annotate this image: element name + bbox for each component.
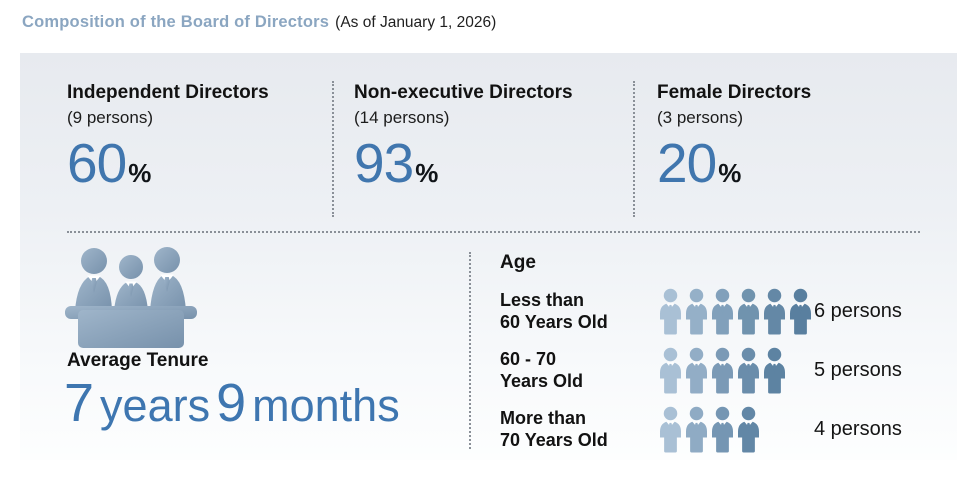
persons-count-label: 6 persons bbox=[814, 300, 902, 322]
person-icons-group bbox=[658, 288, 814, 336]
average-tenure-label: Average Tenure bbox=[67, 350, 209, 371]
age-row-under-60: Less than 60 Years Old 6 persons bbox=[500, 282, 939, 341]
stats-panel: Independent Directors (9 persons) 60% No… bbox=[20, 53, 957, 460]
stat-value: 60% bbox=[67, 136, 332, 191]
person-icon bbox=[712, 288, 733, 334]
stat-percent-number: 20 bbox=[657, 132, 717, 194]
title-text: Composition of the Board of Directors bbox=[22, 13, 330, 31]
percent-sign: % bbox=[128, 158, 152, 188]
stat-persons-count: (14 persons) bbox=[354, 108, 450, 127]
tenure-years-word: years bbox=[100, 380, 211, 431]
stat-percent-number: 60 bbox=[67, 132, 127, 194]
age-range-label: 60 - 70 Years Old bbox=[500, 349, 658, 393]
person-icon bbox=[738, 406, 759, 452]
age-row-over-70: More than 70 Years Old 4 persons bbox=[500, 400, 939, 459]
age-range-label-line1: Less than bbox=[500, 289, 585, 310]
age-range-label-line2: 70 Years Old bbox=[500, 429, 608, 450]
person-icon bbox=[764, 288, 785, 334]
top-stats-row: Independent Directors (9 persons) 60% No… bbox=[20, 81, 957, 217]
person-icon bbox=[686, 347, 707, 393]
page-title: Composition of the Board of Directors (As… bbox=[22, 13, 496, 32]
age-row-60-70: 60 - 70 Years Old 5 persons bbox=[500, 341, 939, 400]
stat-percent-number: 93 bbox=[354, 132, 414, 194]
person-icons-group bbox=[658, 347, 814, 395]
stat-label: Non-executive Directors bbox=[354, 82, 573, 103]
stat-value: 93% bbox=[354, 136, 633, 191]
person-icon bbox=[738, 288, 759, 334]
vertical-dotted-divider bbox=[469, 252, 471, 449]
stat-value: 20% bbox=[657, 136, 957, 191]
age-range-label-line1: More than bbox=[500, 407, 587, 428]
horizontal-dotted-divider bbox=[67, 231, 920, 233]
stat-persons-count: (3 persons) bbox=[657, 108, 743, 127]
tenure-months-word: months bbox=[252, 380, 400, 431]
persons-count-label: 5 persons bbox=[814, 359, 902, 381]
person-icon bbox=[686, 288, 707, 334]
tenure-years-number: 7 bbox=[64, 373, 95, 433]
tenure-months-number: 9 bbox=[216, 373, 247, 433]
persons-count-label: 4 persons bbox=[814, 418, 902, 440]
person-icon bbox=[790, 288, 811, 334]
person-icons-group bbox=[658, 406, 814, 454]
board-members-desk-icon bbox=[65, 247, 197, 348]
age-range-label-line2: Years Old bbox=[500, 370, 584, 391]
age-range-label-line1: 60 - 70 bbox=[500, 348, 557, 369]
person-icon bbox=[712, 406, 733, 452]
person-icon bbox=[660, 288, 681, 334]
age-section-heading: Age bbox=[500, 252, 536, 273]
stat-label: Independent Directors bbox=[67, 82, 269, 103]
age-range-label: More than 70 Years Old bbox=[500, 408, 658, 452]
person-icon bbox=[686, 406, 707, 452]
percent-sign: % bbox=[718, 158, 742, 188]
stat-persons-count: (9 persons) bbox=[67, 108, 153, 127]
person-icon bbox=[738, 347, 759, 393]
stat-female-directors: Female Directors (3 persons) 20% bbox=[633, 81, 957, 217]
average-tenure-value: 7 years 9 months bbox=[64, 375, 406, 432]
person-icon bbox=[660, 347, 681, 393]
age-range-label: Less than 60 Years Old bbox=[500, 290, 658, 334]
percent-sign: % bbox=[415, 158, 439, 188]
title-date-note: (As of January 1, 2026) bbox=[335, 14, 497, 31]
person-icon bbox=[764, 347, 785, 393]
stat-non-executive-directors: Non-executive Directors (14 persons) 93% bbox=[332, 81, 633, 217]
stat-label: Female Directors bbox=[657, 82, 812, 103]
age-range-label-line2: 60 Years Old bbox=[500, 311, 608, 332]
age-distribution-rows: Less than 60 Years Old 6 persons 60 - 70… bbox=[500, 282, 939, 459]
stat-independent-directors: Independent Directors (9 persons) 60% bbox=[20, 81, 332, 217]
person-icon bbox=[660, 406, 681, 452]
person-icon bbox=[712, 347, 733, 393]
